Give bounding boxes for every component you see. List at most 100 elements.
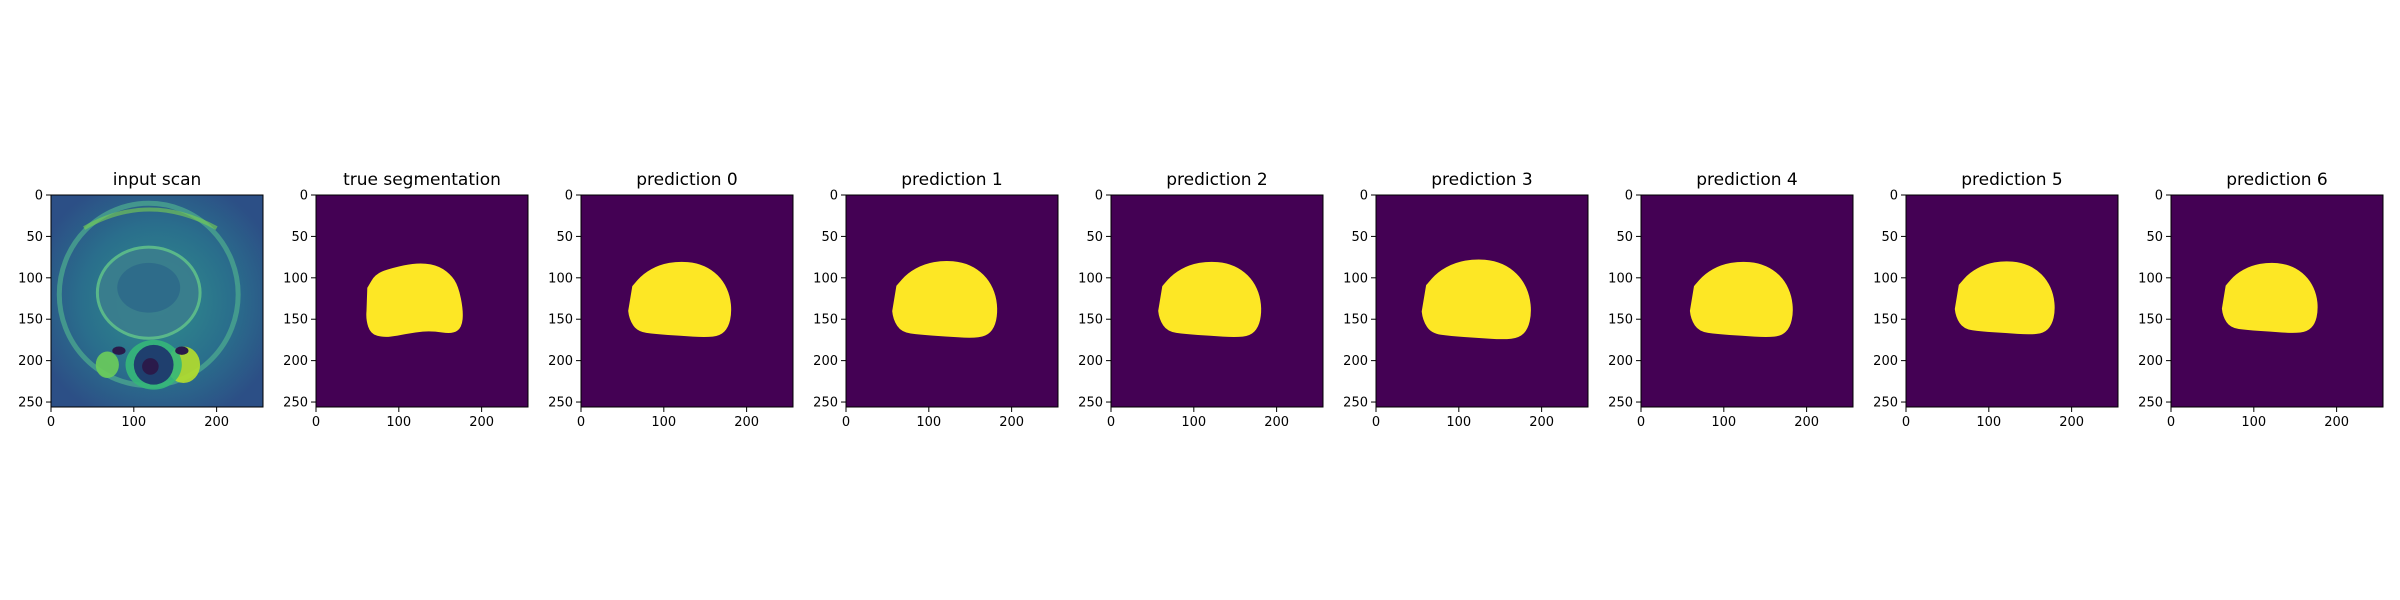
y-tick-label: 150 [18,313,43,328]
x-tick-label: 100 [1711,415,1736,430]
y-tick-label: 50 [1351,230,1368,245]
panel-title: input scan [113,170,202,190]
y-tick-label: 250 [1343,396,1368,411]
panel-7: prediction 5 0 100 200 0 50 100 150 200 250 [1873,170,2119,430]
x-tick-label: 0 [2167,415,2175,430]
y-tick-label: 150 [1078,313,1103,328]
y-tick-label: 50 [821,230,838,245]
y-tick-label: 100 [1608,271,1633,286]
x-tick-label: 200 [1529,415,1554,430]
y-tick-label: 100 [1078,271,1103,286]
segmentation-mask [1158,261,1262,337]
y-tick-label: 250 [1873,396,1898,411]
y-tick-label: 200 [18,354,43,369]
panel-title: true segmentation [343,170,501,190]
y-tick-label: 50 [1616,230,1633,245]
x-tick-label: 100 [386,415,411,430]
x-tick-label: 200 [204,415,229,430]
y-tick-label: 100 [1343,271,1368,286]
y-tick-label: 250 [813,396,838,411]
x-tick-label: 200 [1794,415,1819,430]
panel-title: prediction 5 [1961,170,2063,190]
y-tick-label: 50 [2146,230,2163,245]
x-tick-label: 200 [999,415,1024,430]
y-tick-label: 200 [813,354,838,369]
y-tick-label: 150 [2138,313,2163,328]
x-tick-label: 100 [1976,415,2001,430]
x-tick-label: 200 [734,415,759,430]
y-tick-label: 0 [1360,189,1368,204]
y-tick-label: 200 [283,354,308,369]
x-tick-label: 0 [312,415,320,430]
x-tick-label: 0 [1637,415,1645,430]
panel-0: input scan 0 100 200 0 50 100 150 200 250 [18,170,264,430]
y-tick-label: 200 [1343,354,1368,369]
segmentation-mask [628,261,732,337]
y-tick-label: 150 [813,313,838,328]
y-tick-label: 50 [1881,230,1898,245]
axes-frame [50,194,264,408]
x-tick-label: 100 [1181,415,1206,430]
y-tick-label: 50 [291,230,308,245]
x-tick-label: 100 [121,415,146,430]
panel-4: prediction 2 0 100 200 0 50 100 150 200 250 [1078,170,1324,430]
axes-frame [845,194,1059,408]
x-tick-label: 0 [842,415,850,430]
y-tick-label: 150 [283,313,308,328]
segmentation-mask [1689,261,1793,337]
panel-title: prediction 0 [636,170,738,190]
panel-1: true segmentation 0 100 200 0 50 100 150 200 250 [283,170,529,430]
axes-frame [1110,194,1324,408]
y-tick-label: 0 [300,189,308,204]
panel-title: prediction 3 [1431,170,1533,190]
y-tick-label: 250 [2138,396,2163,411]
y-tick-label: 0 [830,189,838,204]
x-tick-label: 100 [2241,415,2266,430]
mri-scan-image [51,195,263,407]
panel-title: prediction 6 [2226,170,2328,190]
x-tick-label: 200 [469,415,494,430]
y-tick-label: 200 [1078,354,1103,369]
y-tick-label: 0 [1095,189,1103,204]
segmentation-mask [1421,259,1531,340]
y-tick-label: 100 [18,271,43,286]
y-tick-label: 200 [2138,354,2163,369]
panel-title: prediction 2 [1166,170,1268,190]
y-tick-label: 100 [813,271,838,286]
x-tick-label: 200 [1264,415,1289,430]
panel-title: prediction 1 [901,170,1003,190]
y-tick-label: 0 [1890,189,1898,204]
x-tick-label: 0 [1107,415,1115,430]
panel-2: prediction 0 0 100 200 0 50 100 150 200 250 [548,170,794,430]
y-tick-label: 50 [1086,230,1103,245]
axes-frame [2170,194,2384,408]
y-tick-label: 50 [26,230,43,245]
y-tick-label: 100 [2138,271,2163,286]
segmentation-mask [366,263,463,337]
axes-frame [1905,194,2119,408]
y-tick-label: 150 [1343,313,1368,328]
panel-5: prediction 3 0 100 200 0 50 100 150 200 250 [1343,170,1589,430]
x-tick-label: 200 [2059,415,2084,430]
segmentation-mask [2221,262,2318,333]
y-tick-label: 150 [1608,313,1633,328]
x-tick-label: 0 [1372,415,1380,430]
y-tick-label: 100 [548,271,573,286]
segmentation-mask [1954,261,2055,335]
y-tick-label: 200 [1608,354,1633,369]
y-tick-label: 0 [2155,189,2163,204]
axes-frame [580,194,794,408]
y-tick-label: 50 [556,230,573,245]
y-tick-label: 250 [548,396,573,411]
y-tick-label: 150 [1873,313,1898,328]
x-tick-label: 100 [1446,415,1471,430]
y-tick-label: 0 [1625,189,1633,204]
y-tick-label: 200 [548,354,573,369]
x-tick-label: 100 [651,415,676,430]
axes-frame [315,194,529,408]
x-tick-label: 0 [1902,415,1910,430]
y-tick-label: 200 [1873,354,1898,369]
x-tick-label: 100 [916,415,941,430]
y-tick-label: 100 [1873,271,1898,286]
